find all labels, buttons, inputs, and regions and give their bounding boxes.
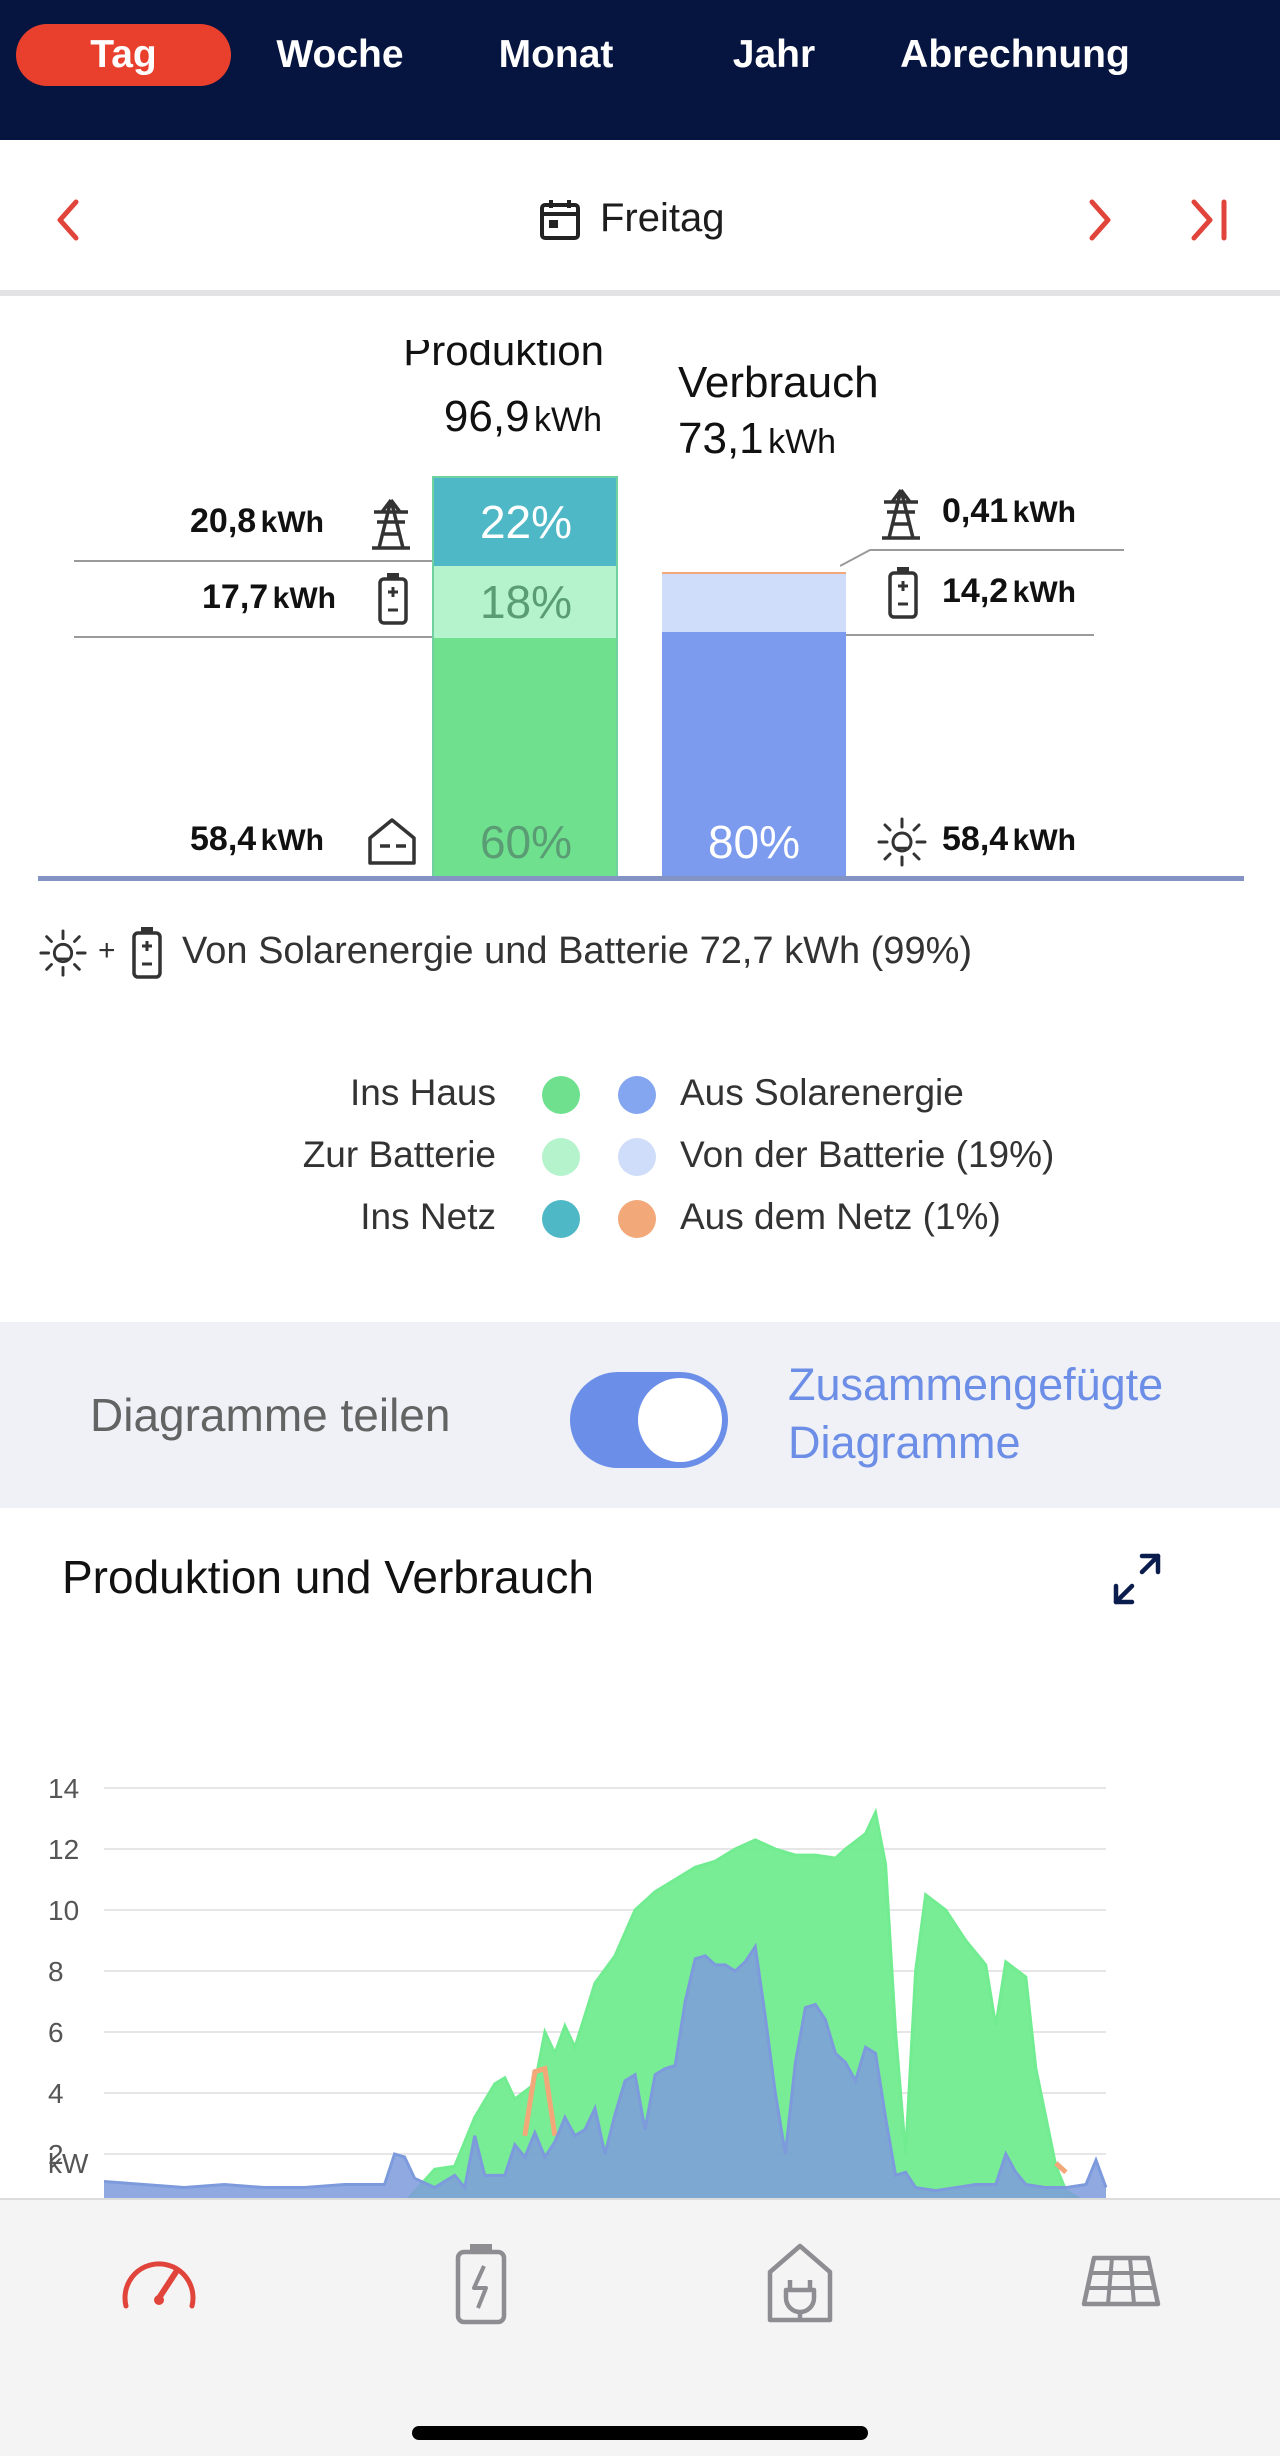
grid-export-value: 20,8 kWh (190, 502, 324, 540)
legend-label: Von der Batterie (19%) (680, 1134, 1055, 1175)
grid-import-value: 0,41 kWh (942, 492, 1076, 530)
legend-dot (542, 1076, 580, 1114)
bar-segment (662, 572, 846, 574)
jump-to-latest-icon[interactable] (1186, 196, 1234, 249)
split-charts-label[interactable]: Diagramme teilen (90, 1389, 451, 1441)
bar-segment (662, 632, 846, 877)
legend-dot (618, 1076, 656, 1114)
production-total: 96,9 kWh (443, 392, 602, 441)
bar-percent-label: 22% (479, 496, 573, 548)
tab-day[interactable]: Tag (16, 24, 231, 86)
consumption-bar: 80% (662, 572, 846, 878)
merged-charts-label[interactable]: Zusammengefügte Diagramme (788, 1359, 1164, 1468)
power-tower-icon (876, 488, 926, 545)
bar-percent-label: 18% (479, 576, 573, 628)
dashboard-gauge-icon[interactable] (116, 2240, 202, 2331)
series-line (103, 1942, 1108, 2193)
sun-icon (876, 816, 928, 873)
y-tick-label: 6 (48, 2017, 64, 2048)
bar-segment (434, 638, 616, 877)
consumption-total: 73,1 kWh (678, 414, 837, 463)
grid-import-line (522, 2065, 558, 2137)
production-consumption-chart: Produktion und Verbrauch 2 4 6 8 10 12 14 kW (0, 1508, 1280, 2198)
tab-month[interactable]: Monat (498, 33, 614, 76)
plus-sign: + (98, 934, 116, 967)
area-chart: 2 4 6 8 10 12 14 (48, 1773, 1108, 2198)
tab-year[interactable]: Jahr (732, 33, 816, 76)
sun-icon (38, 928, 88, 983)
legend-dot (618, 1138, 656, 1176)
legend-dot (542, 1138, 580, 1176)
house-plug-icon[interactable] (764, 2240, 836, 2331)
consumption-title: Verbrauch (678, 358, 879, 407)
tab-week[interactable]: Woche (276, 33, 404, 76)
legend-label: Zur Batterie (302, 1134, 496, 1175)
solar-panel-icon[interactable] (1080, 2240, 1162, 2331)
battery-icon (886, 566, 920, 625)
battery-discharge-value: 14,2 kWh (942, 572, 1076, 610)
chart-mode-switch[interactable] (570, 1372, 728, 1468)
y-tick-label: 12 (48, 1834, 79, 1865)
y-tick-label: 2 (48, 2139, 64, 2170)
house-consumption-value: 58,4 kWh (190, 820, 324, 858)
production-bar: 22% 18% 60% (432, 476, 618, 878)
house-icon (366, 816, 418, 871)
battery-icon (376, 572, 410, 631)
power-tower-icon (366, 498, 416, 555)
energy-summary: Produktion 96,9 kWh Verbrauch 73,1 kWh 2… (0, 302, 1280, 1322)
bar-segment (434, 478, 616, 566)
battery-charge-value: 17,7 kWh (202, 578, 336, 616)
self-supply-text: Von Solarenergie und Batterie 72,7 kWh (… (182, 930, 973, 972)
bar-percent-label: 80% (707, 816, 801, 868)
switch-knob (638, 1378, 722, 1462)
legend-dot (542, 1200, 580, 1238)
bar-segment (434, 566, 616, 638)
selected-date[interactable]: Freitag (600, 196, 725, 240)
grid-import-line (1054, 2161, 1068, 2175)
production-title: Produktion (403, 340, 604, 374)
next-day-icon[interactable] (1082, 196, 1118, 249)
tab-billing[interactable]: Abrechnung (900, 33, 1130, 76)
legend-label: Ins Netz (360, 1196, 496, 1237)
calendar-icon[interactable] (538, 198, 582, 247)
legend-label: Ins Haus (349, 1072, 496, 1113)
legend-dot (618, 1200, 656, 1238)
y-tick-label: 14 (48, 1773, 79, 1804)
bars-baseline (38, 876, 1244, 881)
legend-label: Aus Solarenergie (680, 1072, 964, 1113)
y-tick-label: 10 (48, 1895, 79, 1926)
period-tab-bar: Tag Woche Monat Jahr Abrechnung (0, 0, 1280, 140)
y-axis-unit: kW (48, 2148, 89, 2179)
legend-label: Aus dem Netz (1%) (680, 1196, 1001, 1237)
bar-segment (662, 574, 846, 632)
bar-percent-label: 60% (479, 816, 573, 868)
expand-icon[interactable] (1110, 1552, 1164, 1611)
series-area (104, 1946, 1106, 2198)
series-line (406, 1807, 1081, 2198)
solar-consumption-value: 58,4 kWh (942, 820, 1076, 858)
date-navigator: Freitag (0, 140, 1280, 296)
y-tick-label: 8 (48, 1956, 64, 1987)
home-indicator (412, 2426, 868, 2440)
bottom-navigation (0, 2198, 1280, 2456)
battery-icon (130, 926, 164, 985)
y-tick-label: 4 (48, 2078, 64, 2109)
previous-day-icon[interactable] (50, 196, 86, 249)
chart-title: Produktion und Verbrauch (62, 1551, 594, 1603)
battery-nav-icon[interactable] (450, 2240, 512, 2331)
chart-mode-toggle-bar: Diagramme teilen Zusammengefügte Diagram… (0, 1322, 1280, 1508)
